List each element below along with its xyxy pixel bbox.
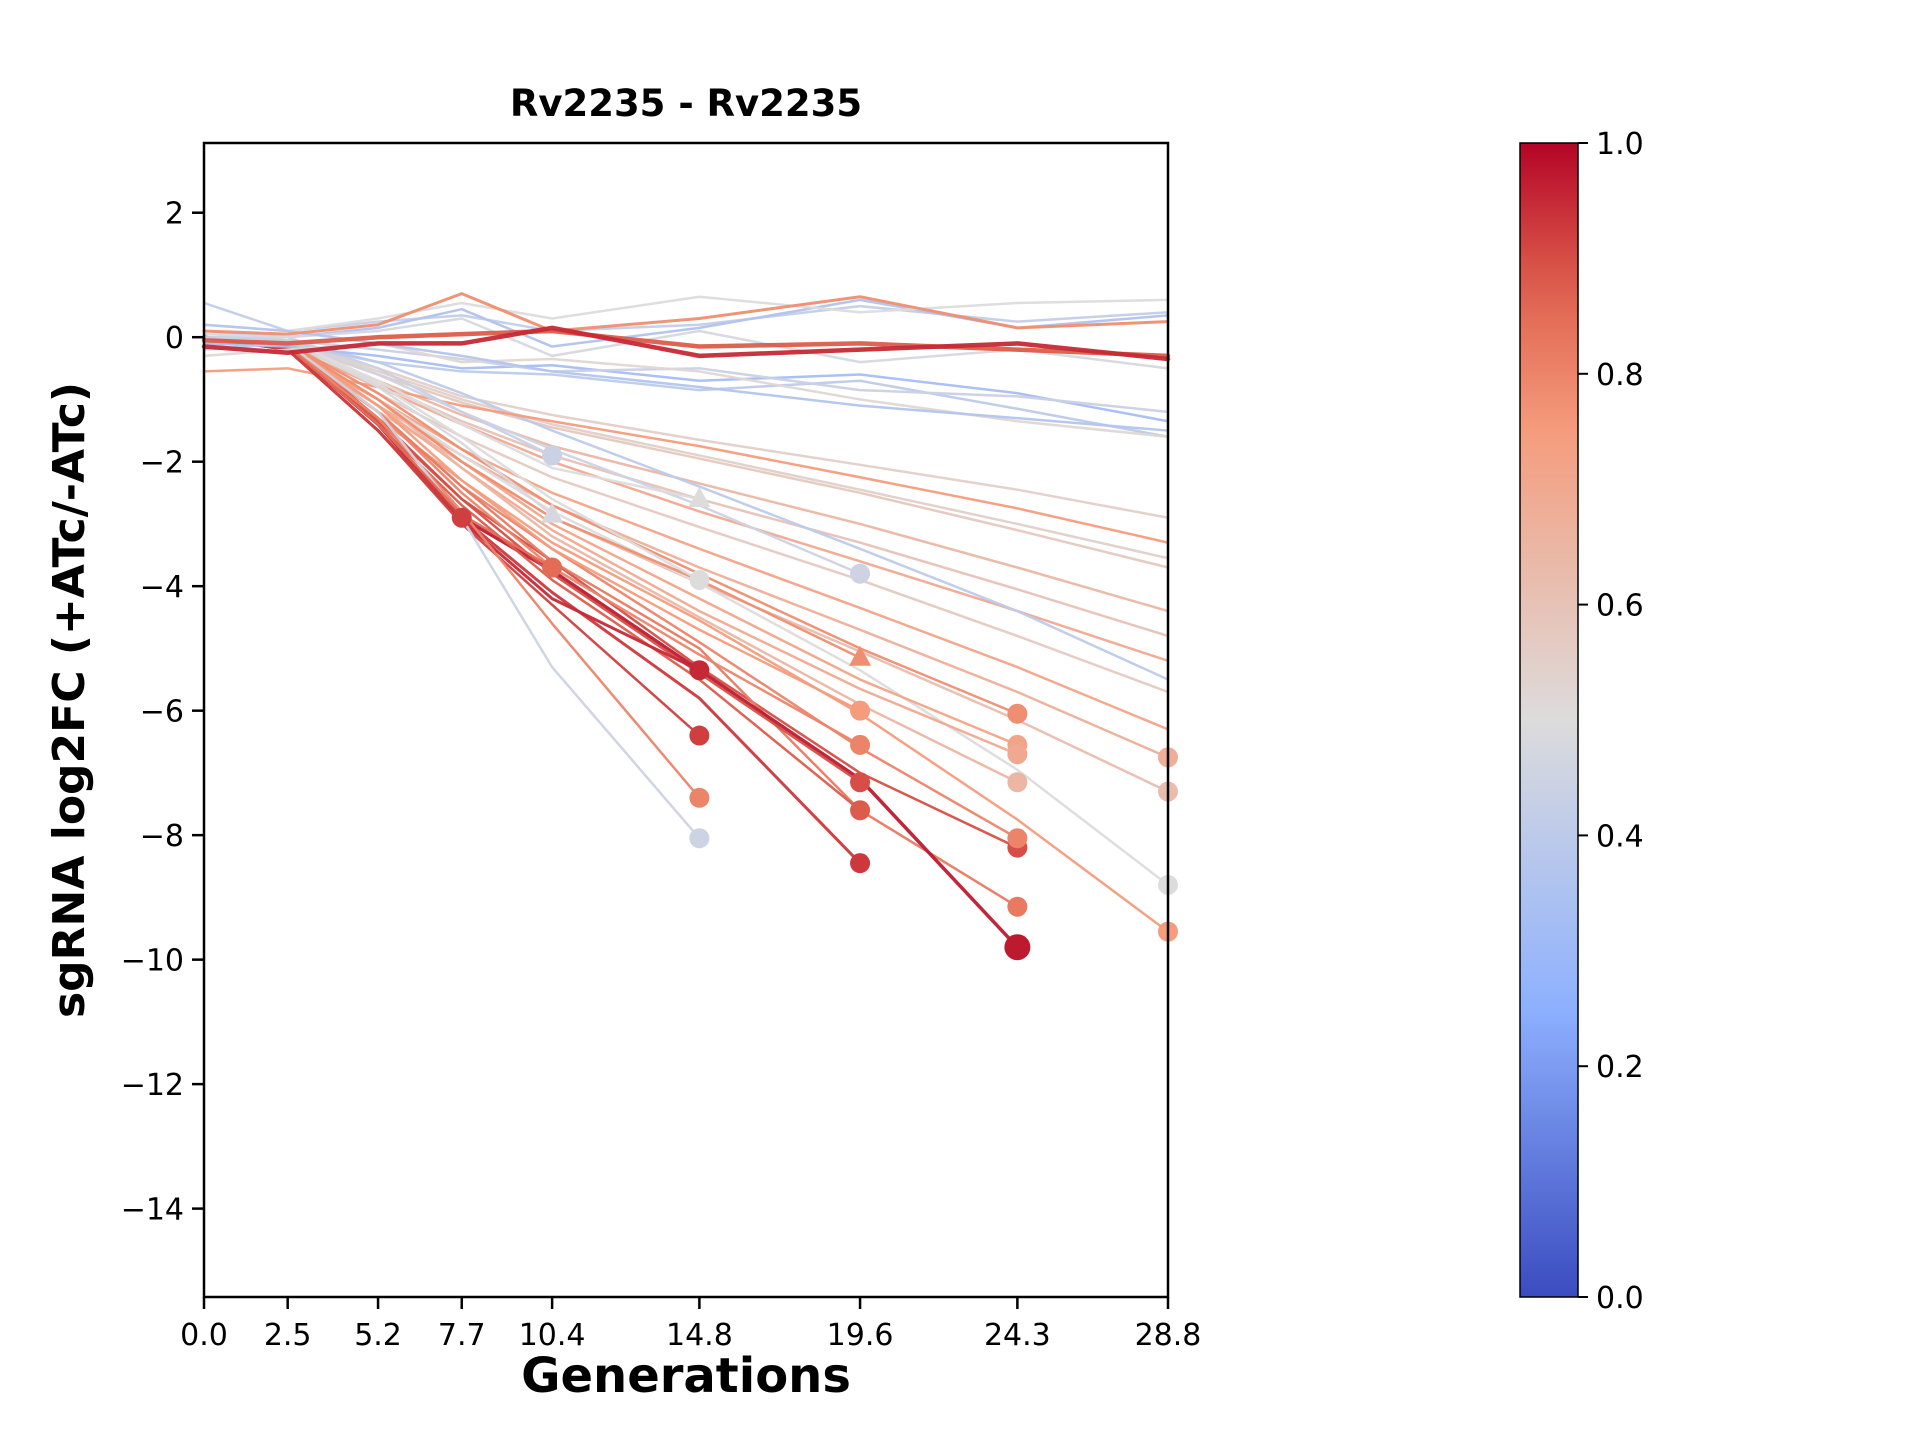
colorbar-tick-label: 1.0 bbox=[1596, 127, 1644, 162]
series-end-marker-circle bbox=[1007, 703, 1028, 724]
series-line bbox=[202, 335, 1020, 949]
series-line bbox=[202, 335, 701, 501]
x-tick-label: 14.8 bbox=[666, 1318, 733, 1353]
x-tick-label: 5.2 bbox=[354, 1318, 402, 1353]
series-line bbox=[202, 335, 1019, 840]
series-end-marker-circle bbox=[850, 853, 871, 874]
series-markers-layer bbox=[451, 445, 1178, 961]
series-end-marker-circle bbox=[1007, 828, 1028, 849]
y-tick-label: −4 bbox=[140, 570, 184, 605]
colorbar-tick-label: 0.2 bbox=[1596, 1050, 1644, 1085]
y-tick-label: −12 bbox=[121, 1068, 184, 1103]
series-line bbox=[202, 295, 1170, 333]
series-end-marker-circle bbox=[689, 787, 710, 808]
series-end-marker-circle bbox=[850, 800, 871, 821]
series-end-marker-circle bbox=[850, 772, 871, 793]
x-tick-label: 0.0 bbox=[180, 1318, 228, 1353]
series-end-marker-circle bbox=[1007, 744, 1028, 765]
y-tick-label: −10 bbox=[121, 944, 184, 979]
series-end-marker-triangle bbox=[849, 645, 872, 666]
y-axis-label: sgRNA log2FC (+ATc/-ATc) bbox=[44, 382, 95, 1018]
series-end-marker-circle bbox=[451, 507, 472, 528]
colorbar-tick-label: 0.8 bbox=[1596, 358, 1644, 393]
x-tick-label: 24.3 bbox=[984, 1318, 1051, 1353]
x-tick-label: 19.6 bbox=[827, 1318, 894, 1353]
series-end-marker-circle bbox=[542, 557, 563, 578]
series-end-marker-circle bbox=[689, 569, 710, 590]
colorbar-tick-label: 0.0 bbox=[1596, 1281, 1644, 1316]
x-tick-label: 28.8 bbox=[1135, 1318, 1202, 1353]
series-end-marker-circle bbox=[689, 660, 710, 681]
series-line bbox=[202, 335, 862, 812]
x-tick-label: 7.7 bbox=[438, 1318, 486, 1353]
series-end-marker-circle bbox=[542, 445, 563, 466]
series-end-marker-triangle bbox=[688, 487, 711, 508]
y-tick-label: 2 bbox=[165, 197, 184, 232]
y-tick-label: 0 bbox=[165, 321, 184, 356]
chart-title: Rv2235 - Rv2235 bbox=[510, 82, 862, 125]
colorbar: 1.0 0.8 0.6 0.4 0.2 0.0 bbox=[1519, 127, 1644, 1316]
series-end-marker-circle bbox=[850, 734, 871, 755]
series-end-marker-circle bbox=[1007, 896, 1028, 917]
y-tick-label: −14 bbox=[121, 1193, 184, 1228]
y-tick-label: −2 bbox=[140, 446, 184, 481]
axes-layer: 0.0 2.5 5.2 7.7 10.4 14.8 19.6 24.3 28.8 2 0 −2 −4 −6… bbox=[121, 141, 1202, 1353]
colorbar-tick-label: 0.6 bbox=[1596, 589, 1644, 624]
series-lines-layer bbox=[201, 292, 1171, 949]
series-end-marker-circle bbox=[689, 828, 710, 849]
x-tick-label: 2.5 bbox=[264, 1318, 312, 1353]
axis-box bbox=[202, 141, 1170, 1299]
y-tick-label: −8 bbox=[140, 819, 184, 854]
colorbar-tick-label: 0.4 bbox=[1596, 819, 1644, 854]
series-end-marker-circle bbox=[850, 700, 871, 721]
series-line bbox=[202, 323, 1170, 432]
series-end-marker-circle bbox=[689, 725, 710, 746]
y-tick-label: −6 bbox=[140, 695, 184, 730]
series-end-marker-circle bbox=[1007, 772, 1028, 793]
x-tick-label: 10.4 bbox=[519, 1318, 586, 1353]
series-end-marker-circle bbox=[1004, 934, 1031, 961]
series-end-marker-circle bbox=[850, 563, 871, 584]
series-line bbox=[201, 325, 1171, 362]
x-axis-label: Generations bbox=[521, 1348, 851, 1404]
colorbar-gradient bbox=[1519, 142, 1579, 1298]
series-end-marker-triangle bbox=[541, 502, 564, 523]
